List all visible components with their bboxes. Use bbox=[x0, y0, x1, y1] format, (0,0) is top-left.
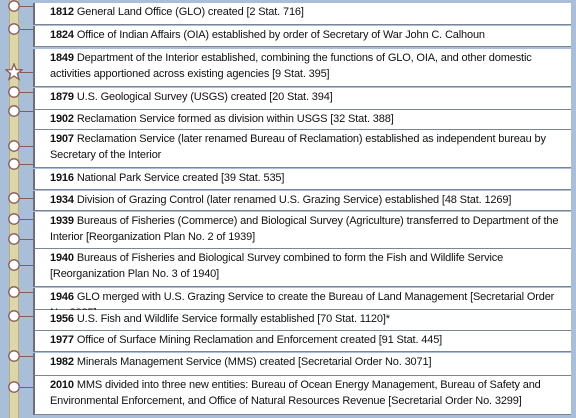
timeline-year: 1956 bbox=[50, 313, 74, 325]
timeline-year: 1916 bbox=[50, 172, 74, 184]
timeline-connector bbox=[20, 265, 33, 266]
timeline-connector bbox=[20, 239, 33, 240]
circle-marker-icon bbox=[8, 23, 20, 35]
timeline-connector bbox=[20, 92, 33, 93]
timeline-entry-1824: 1824 Office of Indian Affairs (OIA) estab… bbox=[33, 26, 571, 47]
timeline-connector bbox=[20, 146, 33, 147]
timeline-year: 1824 bbox=[50, 29, 74, 41]
timeline-description: Bureaus of Fisheries and Biological Surv… bbox=[50, 252, 504, 280]
timeline-connector bbox=[20, 292, 33, 293]
timeline-entry-1902: 1902 Reclamation Service formed as divisi… bbox=[33, 110, 571, 130]
timeline-entry-1939: 1939 Bureaus of Fisheries (Commerce) and … bbox=[33, 212, 571, 249]
timeline-year: 1939 bbox=[50, 215, 74, 227]
timeline-year: 1902 bbox=[50, 113, 74, 125]
timeline-entry-1982: 1982 Minerals Management Service (MMS) cr… bbox=[33, 353, 571, 376]
timeline-description: General Land Office (GLO) created [2 Sta… bbox=[76, 6, 304, 18]
circle-marker-icon bbox=[8, 105, 20, 117]
timeline-entry-1946: 1946 GLO merged with U.S. Grazing Service… bbox=[33, 288, 571, 319]
timeline-description: Office of Surface Mining Reclamation and… bbox=[76, 334, 443, 346]
circle-marker-icon bbox=[8, 86, 20, 98]
timeline-connector bbox=[20, 387, 33, 388]
timeline-year: 1982 bbox=[50, 356, 74, 368]
timeline-description: U.S. Fish and Wildlife Service formally … bbox=[76, 313, 390, 325]
circle-marker-icon bbox=[8, 192, 20, 204]
timeline-entry-1934: 1934 Division of Grazing Control (later r… bbox=[33, 191, 571, 211]
circle-marker-icon bbox=[8, 0, 20, 12]
circle-marker-icon bbox=[8, 350, 20, 362]
timeline-description: Department of the Interior established, … bbox=[50, 52, 532, 80]
timeline-connector bbox=[20, 72, 33, 73]
timeline-entry-1956: 1956 U.S. Fish and Wildlife Service forma… bbox=[33, 310, 571, 331]
timeline-year: 1907 bbox=[50, 133, 74, 145]
timeline-entry-1977: 1977 Office of Surface Mining Reclamation… bbox=[33, 331, 571, 352]
timeline-rail bbox=[9, 0, 19, 418]
timeline-connector bbox=[20, 356, 33, 357]
circle-marker-icon bbox=[8, 381, 20, 393]
star-icon bbox=[5, 63, 23, 81]
timeline-connector bbox=[20, 6, 33, 7]
timeline-year: 1940 bbox=[50, 252, 74, 264]
circle-marker-icon bbox=[8, 233, 20, 245]
timeline-entry-1849: 1849 Department of the Interior establish… bbox=[33, 49, 571, 87]
timeline-description: Bureaus of Fisheries (Commerce) and Biol… bbox=[50, 215, 559, 243]
timeline-description: Reclamation Service (later renamed Burea… bbox=[50, 133, 546, 161]
circle-marker-icon bbox=[8, 140, 20, 152]
circle-marker-icon bbox=[8, 310, 20, 322]
timeline-entry-1916: 1916 National Park Service created [39 St… bbox=[33, 169, 571, 190]
timeline-description: Office of Indian Affairs (OIA) establish… bbox=[76, 29, 485, 41]
timeline-year: 2010 bbox=[50, 379, 74, 391]
timeline-entry-1879: 1879 U.S. Geological Survey (USGS) create… bbox=[33, 88, 571, 110]
timeline-entry-1812: 1812 General Land Office (GLO) created [2… bbox=[33, 3, 571, 25]
timeline-entry-1907: 1907 Reclamation Service (later renamed B… bbox=[33, 130, 571, 168]
timeline-year: 1812 bbox=[50, 6, 74, 18]
circle-marker-icon bbox=[8, 286, 20, 298]
timeline-description: U.S. Geological Survey (USGS) created [2… bbox=[76, 91, 333, 103]
timeline-connector bbox=[20, 219, 33, 220]
timeline-year: 1977 bbox=[50, 334, 74, 346]
timeline-entry-1940: 1940 Bureaus of Fisheries and Biological … bbox=[33, 249, 571, 287]
circle-marker-icon bbox=[8, 213, 20, 225]
timeline-connector bbox=[20, 29, 33, 30]
timeline-year: 1934 bbox=[50, 194, 74, 206]
timeline-connector bbox=[20, 316, 33, 317]
timeline-year: 1849 bbox=[50, 52, 74, 64]
timeline-description: National Park Service created [39 Stat. … bbox=[76, 172, 285, 184]
timeline-description: MMS divided into three new entities: Bur… bbox=[50, 379, 541, 407]
timeline-entry-2010: 2010 MMS divided into three new entities:… bbox=[33, 376, 571, 415]
timeline-connector bbox=[20, 164, 33, 165]
circle-marker-icon bbox=[8, 158, 20, 170]
timeline-description: Division of Grazing Control (later renam… bbox=[76, 194, 512, 206]
timeline-description: Minerals Management Service (MMS) create… bbox=[76, 356, 432, 368]
timeline-connector bbox=[20, 198, 33, 199]
timeline-year: 1946 bbox=[50, 291, 74, 303]
timeline-connector bbox=[20, 111, 33, 112]
circle-marker-icon bbox=[8, 259, 20, 271]
timeline-year: 1879 bbox=[50, 91, 74, 103]
timeline-description: Reclamation Service formed as division w… bbox=[76, 113, 394, 125]
